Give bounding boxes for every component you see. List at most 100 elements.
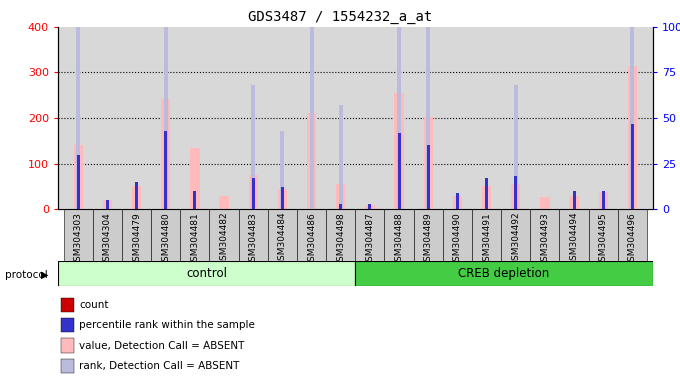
Text: GSM304493: GSM304493 xyxy=(541,212,549,266)
Text: GSM304496: GSM304496 xyxy=(628,212,637,266)
Bar xyxy=(560,209,589,261)
Bar xyxy=(151,209,180,261)
Bar xyxy=(618,209,647,261)
Text: ▶: ▶ xyxy=(41,270,48,280)
Text: GSM304488: GSM304488 xyxy=(394,212,403,266)
Bar xyxy=(76,0,80,209)
Text: GSM304484: GSM304484 xyxy=(278,212,287,266)
Bar xyxy=(569,195,579,209)
Bar xyxy=(61,318,74,333)
Bar xyxy=(336,184,345,209)
Text: count: count xyxy=(79,300,109,310)
Bar xyxy=(397,0,401,209)
Bar xyxy=(540,197,549,209)
Bar xyxy=(413,209,443,261)
Bar xyxy=(220,195,228,209)
Text: protocol: protocol xyxy=(5,270,48,280)
Text: value, Detection Call = ABSENT: value, Detection Call = ABSENT xyxy=(79,341,245,351)
Bar xyxy=(501,209,530,261)
Bar xyxy=(485,178,488,209)
Bar xyxy=(456,193,459,209)
Bar xyxy=(339,204,342,209)
Bar xyxy=(573,191,575,209)
Bar xyxy=(443,209,472,261)
Text: GSM304491: GSM304491 xyxy=(482,212,491,266)
Bar xyxy=(209,209,239,261)
Bar xyxy=(280,131,284,209)
Text: GSM304487: GSM304487 xyxy=(365,212,375,266)
Bar xyxy=(326,209,356,261)
Bar xyxy=(252,178,255,209)
Bar xyxy=(365,205,375,209)
Bar xyxy=(482,185,491,209)
Bar xyxy=(307,113,316,209)
Text: GSM304498: GSM304498 xyxy=(336,212,345,266)
Bar xyxy=(92,209,122,261)
Text: GSM304304: GSM304304 xyxy=(103,212,112,266)
Text: GSM304481: GSM304481 xyxy=(190,212,199,266)
Text: GSM304495: GSM304495 xyxy=(598,212,608,266)
Bar xyxy=(106,200,109,209)
Bar xyxy=(630,0,634,209)
Bar xyxy=(249,175,258,209)
Text: GSM304492: GSM304492 xyxy=(511,212,520,266)
Bar xyxy=(190,148,199,209)
Text: GSM304479: GSM304479 xyxy=(132,212,141,266)
Bar xyxy=(514,177,517,209)
Text: GSM304494: GSM304494 xyxy=(570,212,579,266)
Bar xyxy=(58,261,355,286)
Text: percentile rank within the sample: percentile rank within the sample xyxy=(79,320,255,330)
Text: GSM304483: GSM304483 xyxy=(249,212,258,266)
Bar xyxy=(122,209,151,261)
Bar xyxy=(61,298,74,312)
Bar xyxy=(251,85,255,209)
Text: GSM304486: GSM304486 xyxy=(307,212,316,266)
Bar xyxy=(424,117,433,209)
Text: rank, Detection Call = ABSENT: rank, Detection Call = ABSENT xyxy=(79,361,239,371)
Bar xyxy=(132,185,141,209)
Bar xyxy=(268,209,297,261)
Bar xyxy=(277,189,287,209)
Bar xyxy=(281,187,284,209)
Bar xyxy=(309,0,313,209)
Text: CREB depletion: CREB depletion xyxy=(458,267,549,280)
Text: control: control xyxy=(186,267,227,280)
Bar xyxy=(164,0,168,209)
Bar xyxy=(513,85,517,209)
Bar xyxy=(530,209,560,261)
Bar xyxy=(384,209,413,261)
Bar xyxy=(77,155,80,209)
Bar xyxy=(589,209,618,261)
Bar xyxy=(453,195,462,209)
Bar xyxy=(426,0,430,209)
Bar xyxy=(193,191,197,209)
Bar xyxy=(394,93,404,209)
Text: GSM304482: GSM304482 xyxy=(220,212,228,266)
Text: GSM304480: GSM304480 xyxy=(161,212,170,266)
Bar xyxy=(165,131,167,209)
Bar xyxy=(356,209,384,261)
Text: GSM304303: GSM304303 xyxy=(73,212,83,267)
Bar xyxy=(73,146,83,209)
Text: GSM304489: GSM304489 xyxy=(424,212,432,266)
Bar xyxy=(398,133,401,209)
Bar xyxy=(61,359,74,373)
Bar xyxy=(598,192,608,209)
Bar xyxy=(61,338,74,353)
Bar xyxy=(602,191,605,209)
Text: GDS3487 / 1554232_a_at: GDS3487 / 1554232_a_at xyxy=(248,10,432,23)
Bar xyxy=(511,184,520,209)
Bar xyxy=(427,146,430,209)
Bar xyxy=(239,209,268,261)
Bar xyxy=(369,204,371,209)
Bar xyxy=(297,209,326,261)
Bar xyxy=(161,99,171,209)
Bar xyxy=(628,66,637,209)
Bar xyxy=(355,261,653,286)
Bar xyxy=(631,124,634,209)
Bar xyxy=(180,209,209,261)
Bar xyxy=(135,182,138,209)
Text: GSM304490: GSM304490 xyxy=(453,212,462,266)
Bar xyxy=(64,209,92,261)
Bar xyxy=(339,105,343,209)
